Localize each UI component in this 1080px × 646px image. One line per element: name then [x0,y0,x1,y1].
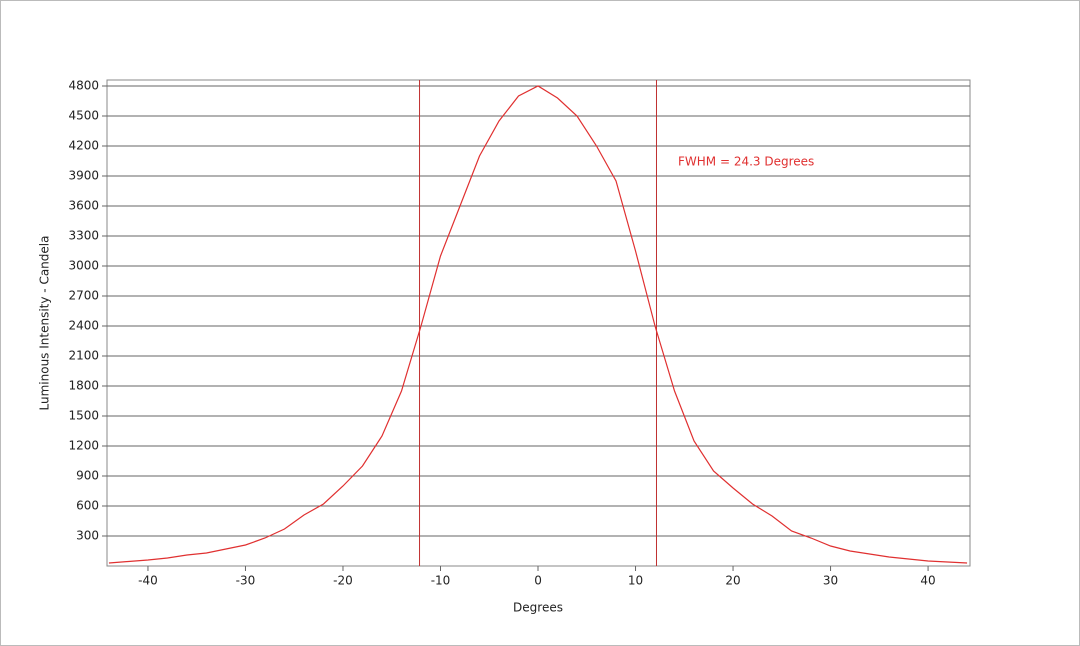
x-tick-label: 0 [534,574,542,588]
y-tick-label: 3600 [68,199,99,213]
x-axis-label: Degrees [513,601,563,615]
x-tick-label: 20 [725,574,740,588]
y-tick-label: 900 [76,469,99,483]
annotation: FWHM = 24.3 Degrees [678,155,814,169]
x-tick-label: 10 [628,574,643,588]
y-tick-label: 2400 [68,319,99,333]
x-tick-label: -20 [333,574,353,588]
x-tick-label: 30 [823,574,838,588]
y-tick-label: 1800 [68,379,99,393]
y-tick-label: 300 [76,529,99,543]
y-tick-label: 3300 [68,229,99,243]
x-tick-label: 40 [920,574,935,588]
y-tick-label: 2100 [68,349,99,363]
y-tick-label: 1500 [68,409,99,423]
plot-area [106,79,971,567]
y-tick-label: 600 [76,499,99,513]
y-tick-label: 1200 [68,439,99,453]
y-tick-label: 3000 [68,259,99,273]
y-tick-label: 4200 [68,139,99,153]
line [108,85,968,564]
y-tick-label: 3900 [68,169,99,183]
x-tick-label: -30 [236,574,256,588]
x-tick-label: -10 [431,574,451,588]
y-tick-label: 2700 [68,289,99,303]
y-tick-label: 4500 [68,109,99,123]
x-tick-label: -40 [138,574,158,588]
y-axis-label: Luminous Intensity - Candela [38,236,52,411]
y-tick-label: 4800 [68,79,99,93]
